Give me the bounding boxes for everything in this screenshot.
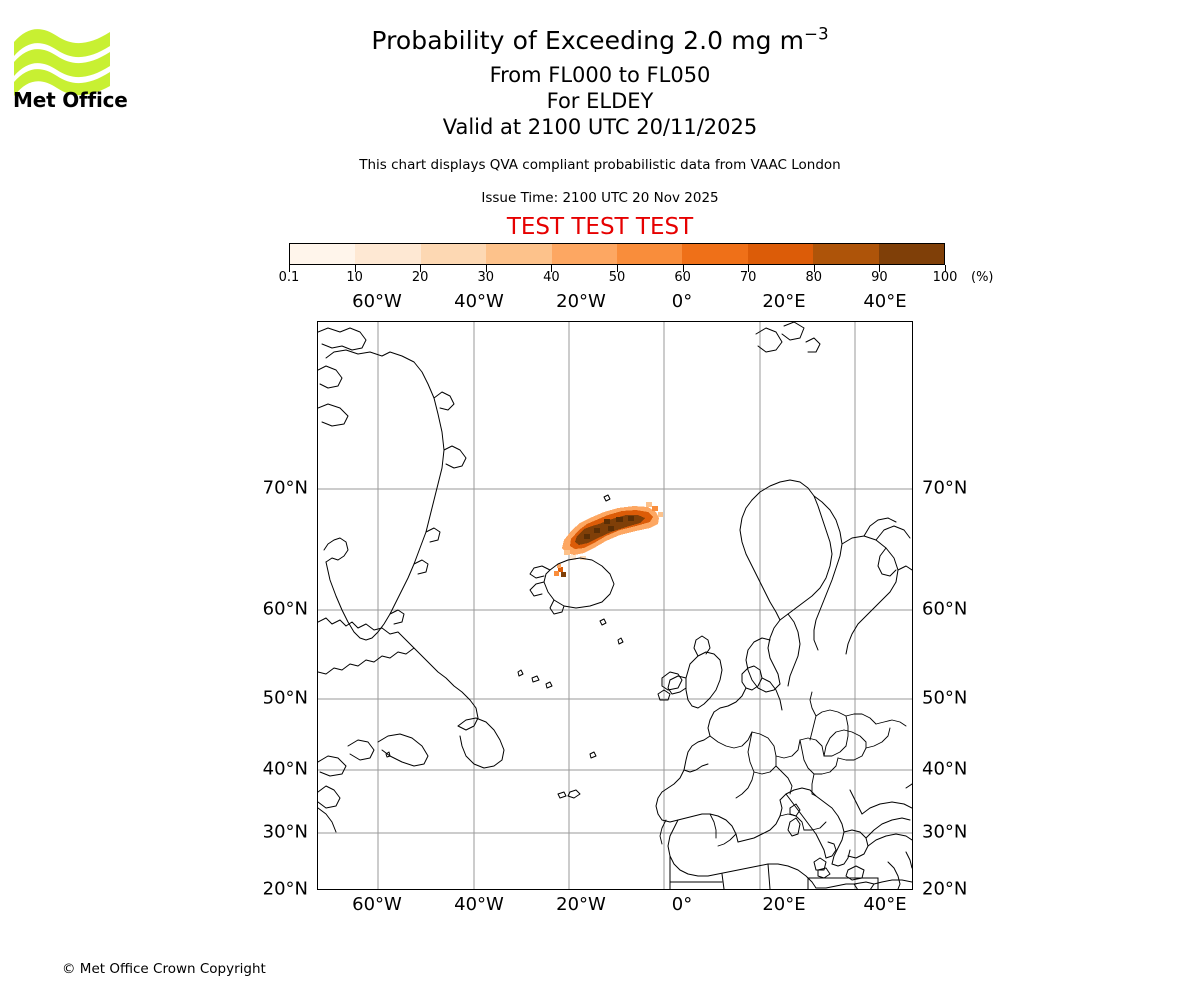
lon-tick-label: 20°E <box>762 894 806 915</box>
colorbar-tick <box>945 265 946 272</box>
colorbar-unit-label: (%) <box>971 270 994 285</box>
colorbar-band-9 <box>878 244 945 264</box>
lat-tick-label-right: 40°N <box>922 758 968 780</box>
colorbar-tick-label: 40 <box>543 270 560 285</box>
colorbar-tick <box>748 265 750 272</box>
graticule <box>318 322 912 889</box>
colorbar-tick <box>289 265 290 272</box>
colorbar-tick-label: 70 <box>739 270 757 285</box>
colorbar-ticks <box>289 265 946 273</box>
lon-tick-label: 0° <box>671 894 693 915</box>
colorbar-tick <box>682 265 684 272</box>
valid-time-subtitle: Valid at 2100 UTC 20/11/2025 <box>442 115 758 139</box>
colorbar-tick-label: 60 <box>674 270 691 285</box>
colorbar-band-7 <box>747 244 814 264</box>
lat-tick-label-right: 20°N <box>922 878 968 900</box>
colorbar-tick-label: 0.1 <box>278 270 300 285</box>
met-office-logo <box>12 24 122 116</box>
colorbar-band-2 <box>420 244 487 264</box>
issue-time: Issue Time: 2100 UTC 20 Nov 2025 <box>481 190 719 206</box>
colorbar-tick <box>420 265 422 272</box>
lon-tick-label: 20°W <box>556 894 606 915</box>
lon-tick-label: 60°W <box>352 291 402 312</box>
page-title-text: Probability of Exceeding 2.0 mg m <box>371 26 805 55</box>
coastlines <box>318 322 912 889</box>
colorbar-tick <box>617 265 618 272</box>
colorbar-band-0 <box>290 244 356 264</box>
lon-tick-label: 60°W <box>352 894 402 915</box>
copyright-notice: © Met Office Crown Copyright <box>62 961 266 977</box>
colorbar-bands <box>289 243 945 265</box>
lat-tick-label-left: 40°N <box>262 758 308 780</box>
colorbar-tick <box>354 265 356 272</box>
lat-tick-label-right: 30°N <box>922 821 968 843</box>
lat-tick-label-left: 60°N <box>262 598 308 620</box>
colorbar-band-8 <box>813 244 879 264</box>
qva-note: This chart displays QVA compliant probab… <box>359 157 841 173</box>
colorbar-tick-label: 10 <box>346 270 363 285</box>
lon-tick-label: 40°E <box>863 291 907 312</box>
test-banner: TEST TEST TEST <box>506 214 694 240</box>
lat-tick-label-right: 70°N <box>922 477 968 499</box>
colorbar-tick-label: 80 <box>805 270 823 285</box>
colorbar-band-4 <box>551 244 618 264</box>
colorbar-band-6 <box>682 244 748 264</box>
met-office-wordmark: Met Office <box>13 88 128 112</box>
lon-tick-label: 20°W <box>556 291 606 312</box>
colorbar-tick <box>879 265 881 272</box>
colorbar-band-1 <box>355 244 421 264</box>
probability-colorbar <box>289 243 945 265</box>
lon-tick-label: 20°E <box>762 291 806 312</box>
page-title-exponent: −3 <box>804 24 829 44</box>
lat-tick-label-left: 20°N <box>262 878 308 900</box>
colorbar-tick-label: 100 <box>932 270 958 285</box>
colorbar-band-3 <box>486 244 552 264</box>
lon-tick-label: 40°E <box>863 894 907 915</box>
lat-tick-label-right: 50°N <box>922 687 968 709</box>
volcano-subtitle: For ELDEY <box>546 89 654 113</box>
colorbar-tick-label: 30 <box>477 270 495 285</box>
colorbar-tick <box>485 265 487 272</box>
lat-tick-label-left: 30°N <box>262 821 308 843</box>
colorbar-tick-label: 90 <box>871 270 888 285</box>
lat-tick-label-left: 50°N <box>262 687 308 709</box>
ash-probability-plume <box>554 502 663 577</box>
page-title: Probability of Exceeding 2.0 mg m−3 <box>0 26 1200 55</box>
colorbar-tick-label: 50 <box>608 270 626 285</box>
colorbar-tick-label: 20 <box>411 270 429 285</box>
map-plot-area <box>317 321 913 890</box>
lon-tick-label: 40°W <box>454 291 504 312</box>
lat-tick-label-right: 60°N <box>922 598 968 620</box>
colorbar-band-5 <box>617 244 683 264</box>
colorbar-tick <box>813 265 815 272</box>
lon-tick-label: 0° <box>671 291 693 312</box>
colorbar-tick <box>551 265 553 272</box>
lon-tick-label: 40°W <box>454 894 504 915</box>
colorbar-tick-labels: 0.1 10 20 30 40 50 60 70 80 90 100 <box>279 270 958 288</box>
lat-tick-label-left: 70°N <box>262 477 308 499</box>
flight-level-subtitle: From FL000 to FL050 <box>489 63 711 87</box>
